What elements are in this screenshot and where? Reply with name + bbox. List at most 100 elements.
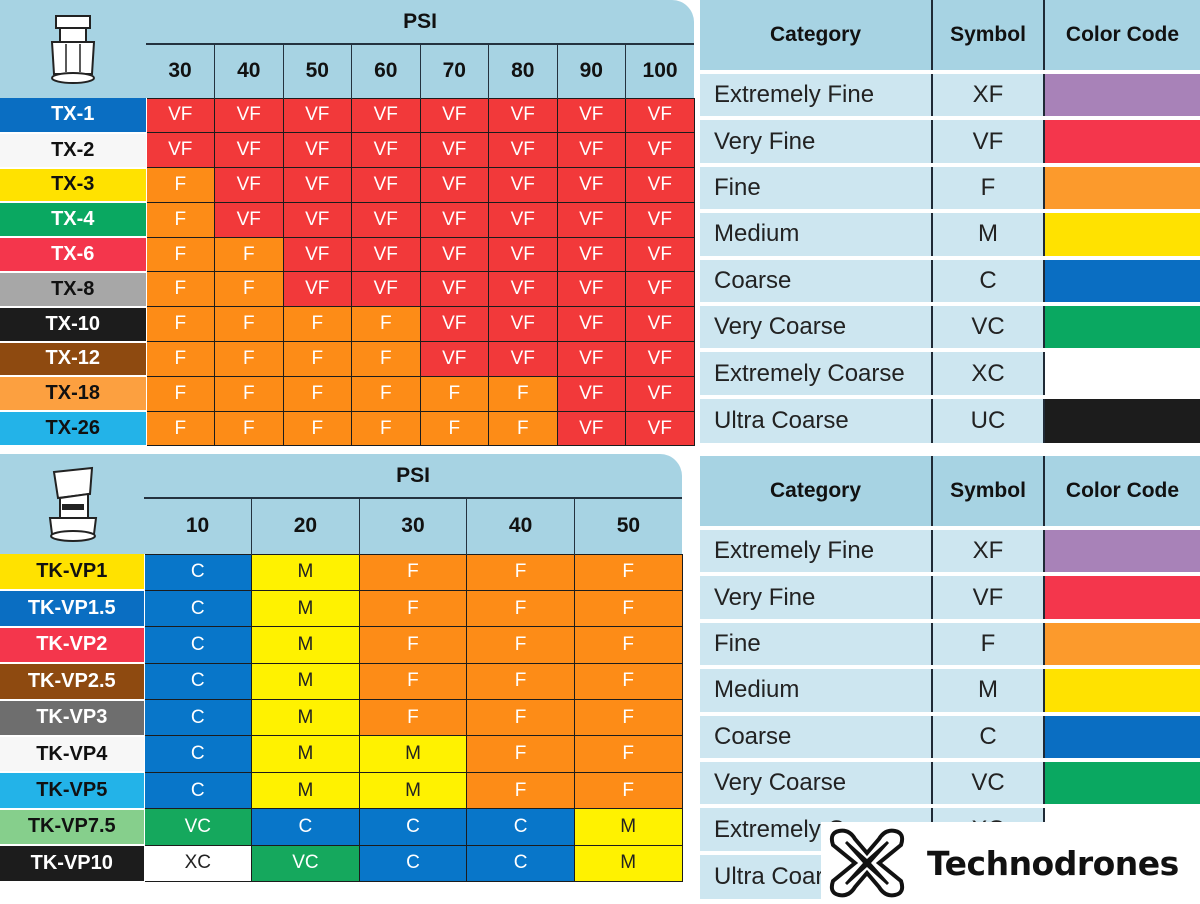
droplet-cell: C <box>143 553 253 591</box>
droplet-cell: F <box>466 662 575 701</box>
droplet-cell: M <box>358 771 468 810</box>
droplet-cell: F <box>358 589 468 628</box>
table-row: TK-VP1 C M F F F <box>0 553 683 592</box>
droplet-cell: C <box>358 808 468 846</box>
nozzle-label: TK-VP5 <box>0 772 145 810</box>
tx-psi-7: 100 <box>625 44 695 98</box>
tx-psi-4: 70 <box>419 44 489 98</box>
droplet-cell: C <box>466 808 575 846</box>
legend-symbol: VC <box>931 757 1044 807</box>
legend-category: Medium <box>700 209 932 258</box>
tx-psi-5: 80 <box>488 44 557 98</box>
nozzle-label: TK-VP3 <box>0 699 145 737</box>
droplet-cell: F <box>145 201 215 238</box>
droplet-cell: M <box>251 589 360 628</box>
droplet-cell: F <box>573 735 683 773</box>
droplet-cell: C <box>143 771 253 810</box>
droplet-cell: M <box>573 808 683 846</box>
droplet-cell: M <box>251 735 360 773</box>
droplet-cell: VC <box>251 844 360 883</box>
legend-row: Very Fine VF <box>700 116 1200 165</box>
droplet-cell: VF <box>419 167 489 203</box>
legend-color-swatch <box>1043 116 1200 165</box>
droplet-cell: F <box>466 626 575 664</box>
legend-header-category: Category <box>700 0 932 72</box>
droplet-cell: XC <box>143 844 253 883</box>
legend-color-swatch <box>1043 301 1200 351</box>
droplet-cell: VF <box>351 97 421 134</box>
droplet-cell: F <box>351 341 421 377</box>
droplet-cell: F <box>358 553 468 591</box>
droplet-cell: C <box>143 662 253 701</box>
legend-color-swatch <box>1043 757 1200 807</box>
droplet-cell: F <box>214 341 284 377</box>
legend-color-swatch <box>1043 572 1200 621</box>
droplet-cell: VF <box>556 97 626 134</box>
droplet-cell: F <box>351 375 421 412</box>
x-cross-logo-icon <box>829 828 905 898</box>
droplet-cell: VF <box>556 341 626 377</box>
droplet-cell: VC <box>143 808 253 846</box>
legend-color-swatch <box>1043 665 1200 714</box>
droplet-cell: M <box>251 699 360 737</box>
nozzle-label: TX-1 <box>0 98 147 134</box>
tk-psi-0: 10 <box>144 498 252 554</box>
droplet-cell: F <box>419 410 489 447</box>
table-row: TX-12 F F F F VF VF VF VF <box>0 341 695 378</box>
tk-psi-2: 30 <box>358 498 467 554</box>
droplet-cell: VF <box>556 132 626 169</box>
table-row: TX-3 F VF VF VF VF VF VF VF <box>0 167 695 204</box>
legend-symbol: VF <box>931 572 1044 621</box>
droplet-cell: C <box>251 808 360 846</box>
droplet-cell: F <box>214 375 284 412</box>
droplet-cell: VF <box>214 97 284 134</box>
droplet-cell: VF <box>419 132 489 169</box>
droplet-cell: VF <box>556 236 626 273</box>
table-row: TX-10 F F F F VF VF VF VF <box>0 306 695 343</box>
droplet-cell: M <box>251 771 360 810</box>
droplet-cell: F <box>488 410 558 447</box>
droplet-cell: F <box>351 306 421 343</box>
nozzle-label: TX-10 <box>0 306 147 343</box>
droplet-cell: F <box>488 375 558 412</box>
nozzle-label: TK-VP10 <box>0 845 145 883</box>
legend-symbol: XC <box>931 348 1044 397</box>
droplet-cell: F <box>573 699 683 737</box>
legend-category: Coarse <box>700 711 932 760</box>
tx-psi-0: 30 <box>146 44 215 98</box>
legend-category: Extremely Fine <box>700 69 932 119</box>
droplet-cell: VF <box>556 410 626 447</box>
legend-color-swatch <box>1043 711 1200 760</box>
legend-row: Extremely Fine XF <box>700 525 1200 575</box>
droplet-cell: C <box>143 626 253 664</box>
droplet-cell: F <box>282 341 352 377</box>
droplet-cell: VF <box>351 167 421 203</box>
droplet-cell: VF <box>351 236 421 273</box>
table-row: TK-VP10 XC VC C C M <box>0 844 683 883</box>
legend-row: Medium M <box>700 209 1200 258</box>
droplet-cell: VF <box>625 236 695 273</box>
droplet-cell: F <box>145 236 215 273</box>
table-row: TK-VP2 C M F F F <box>0 626 683 665</box>
droplet-cell: F <box>145 341 215 377</box>
tx-psi-3: 60 <box>351 44 420 98</box>
tx-psi-title: PSI <box>146 0 695 45</box>
table-row: TK-VP4 C M M F F <box>0 735 683 774</box>
legend-row: Fine F <box>700 162 1200 212</box>
legend-category: Ultra Coarse <box>700 394 932 444</box>
droplet-cell: VF <box>214 201 284 238</box>
droplet-cell: VF <box>282 97 352 134</box>
legend-header-symbol: Symbol <box>931 456 1044 528</box>
droplet-cell: VF <box>488 132 558 169</box>
droplet-cell: F <box>214 306 284 343</box>
legend-row: Very Coarse VC <box>700 301 1200 351</box>
droplet-cell: F <box>358 626 468 664</box>
table-row: TX-4 F VF VF VF VF VF VF VF <box>0 201 695 239</box>
droplet-cell: VF <box>351 201 421 238</box>
legend-category: Medium <box>700 665 932 714</box>
droplet-cell: VF <box>145 97 215 134</box>
droplet-cell: VF <box>556 201 626 238</box>
legend-header-symbol: Symbol <box>931 0 1044 72</box>
droplet-cell: VF <box>488 97 558 134</box>
